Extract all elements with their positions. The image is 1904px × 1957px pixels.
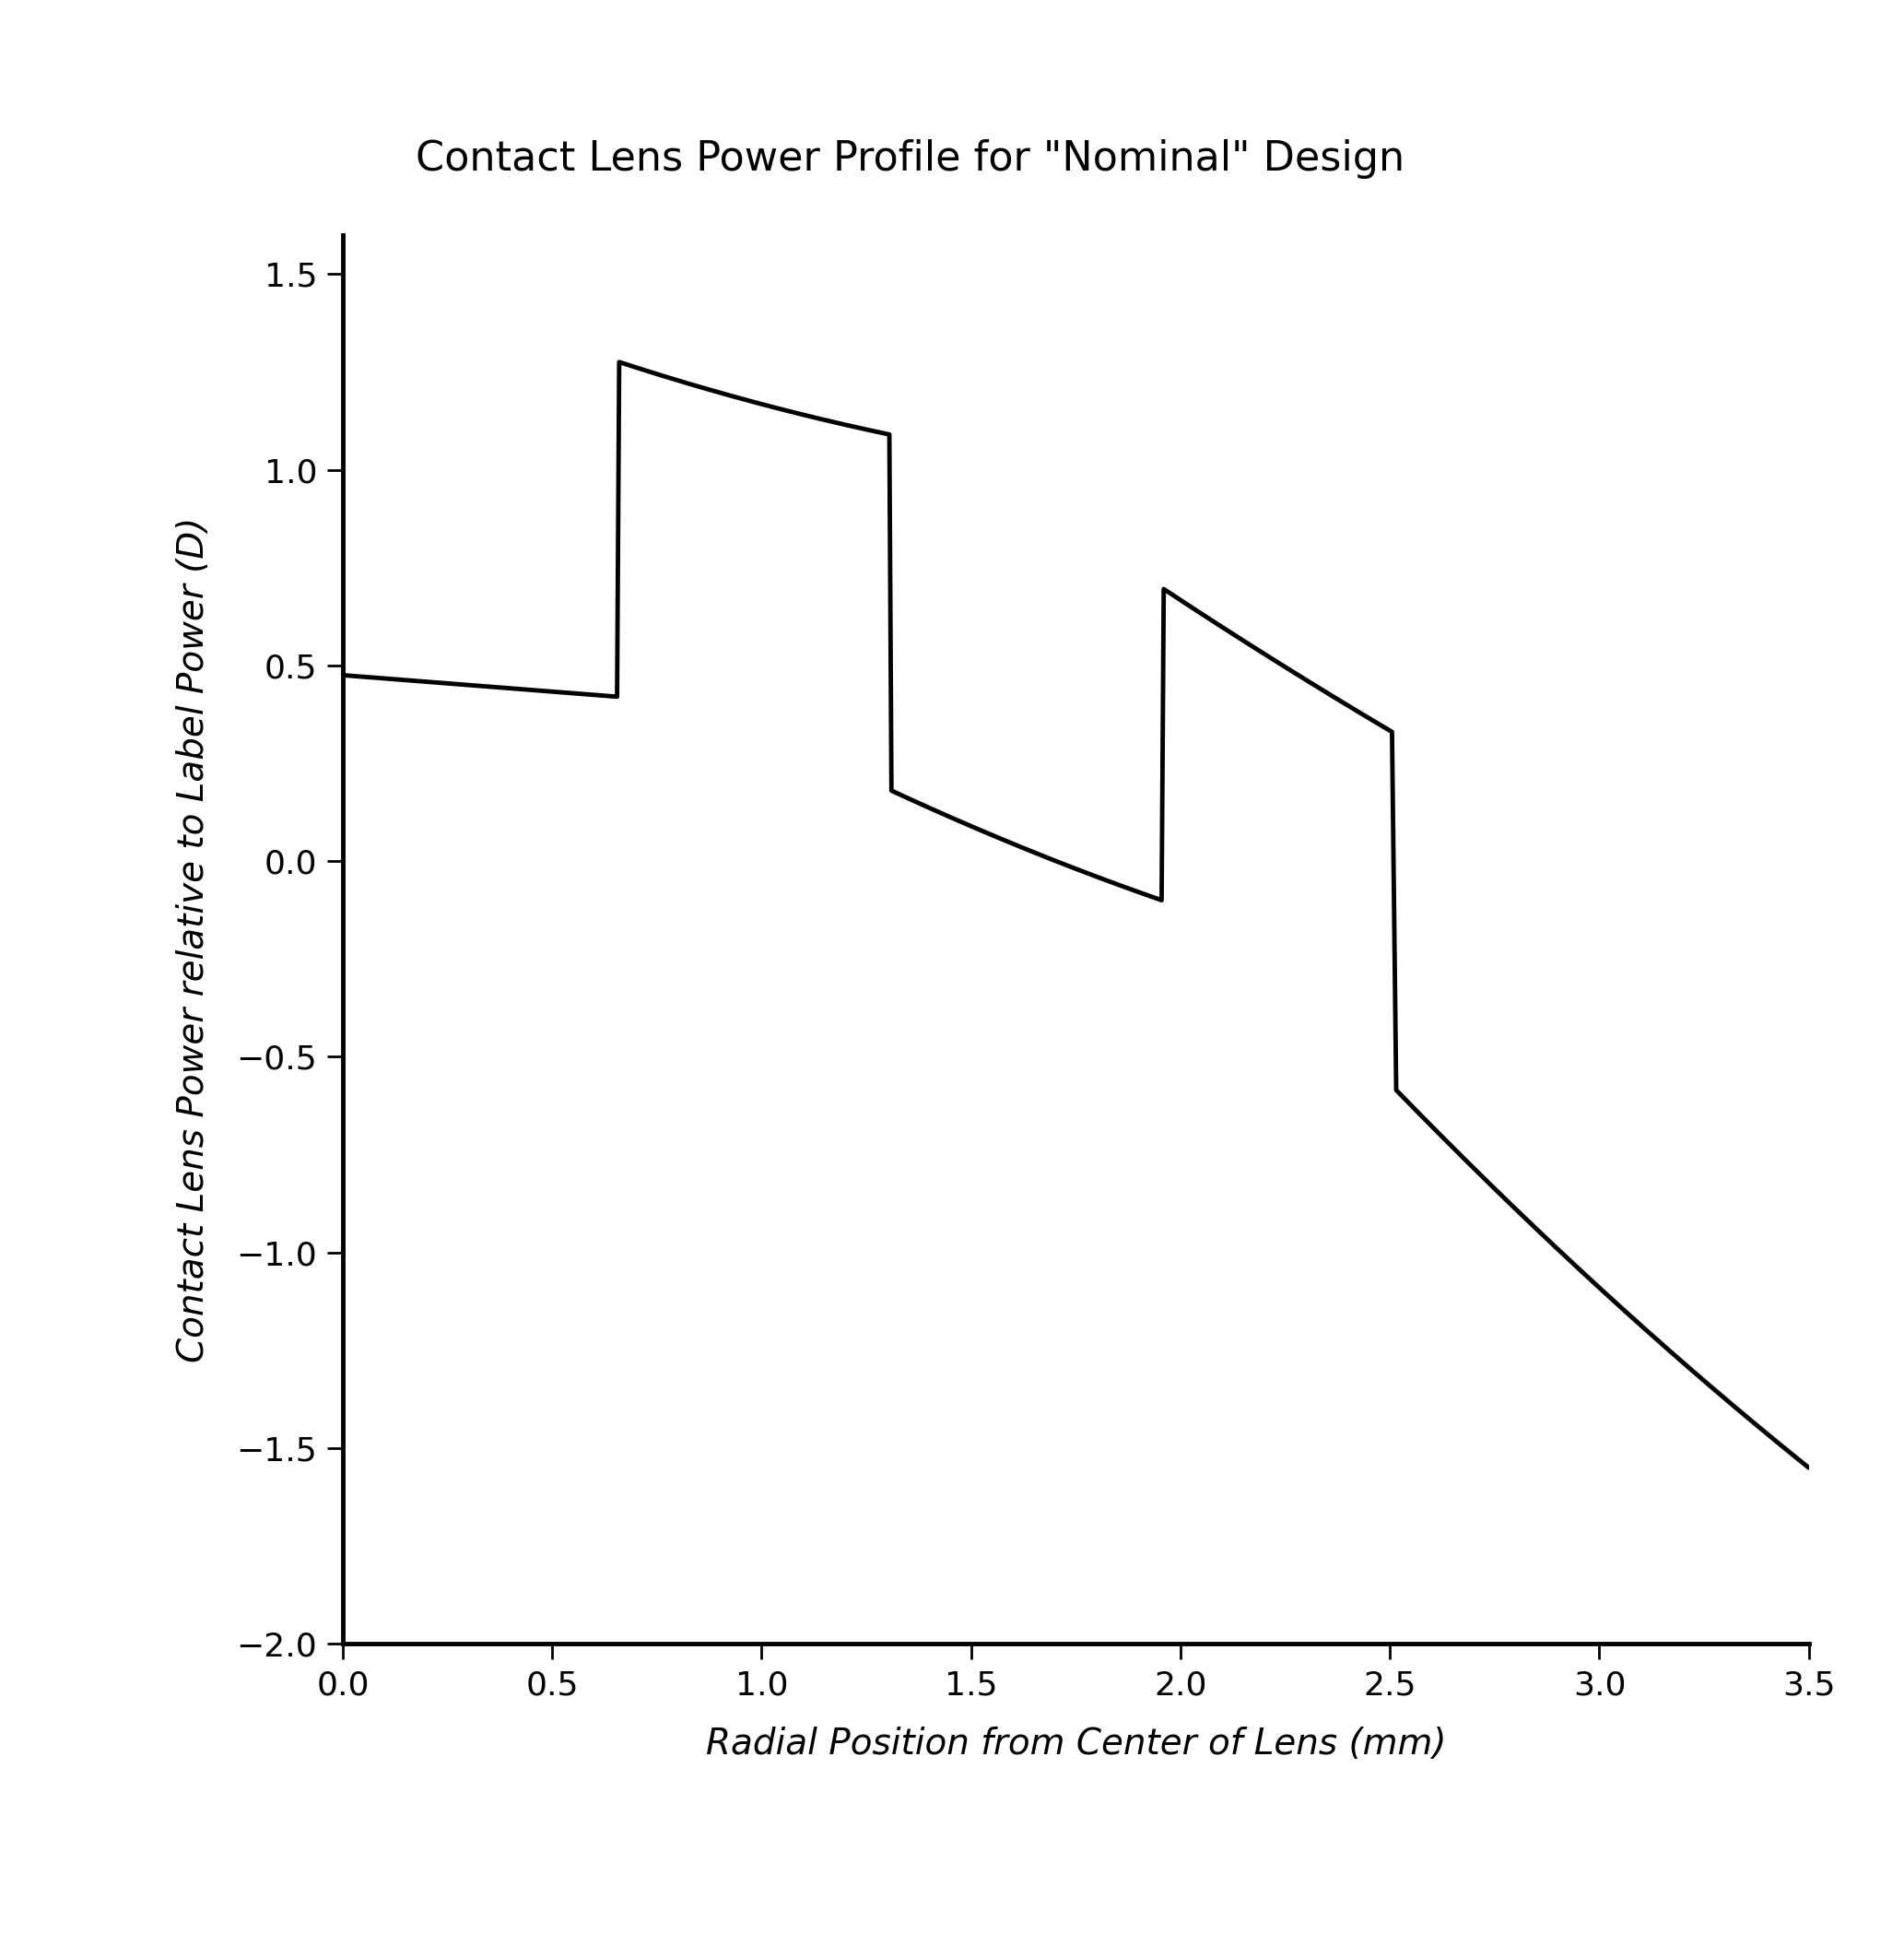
- X-axis label: Radial Position from Center of Lens (mm): Radial Position from Center of Lens (mm): [706, 1726, 1445, 1761]
- Text: Contact Lens Power Profile for "Nominal" Design: Contact Lens Power Profile for "Nominal"…: [415, 139, 1405, 180]
- Y-axis label: Contact Lens Power relative to Label Power (D): Contact Lens Power relative to Label Pow…: [175, 517, 211, 1362]
